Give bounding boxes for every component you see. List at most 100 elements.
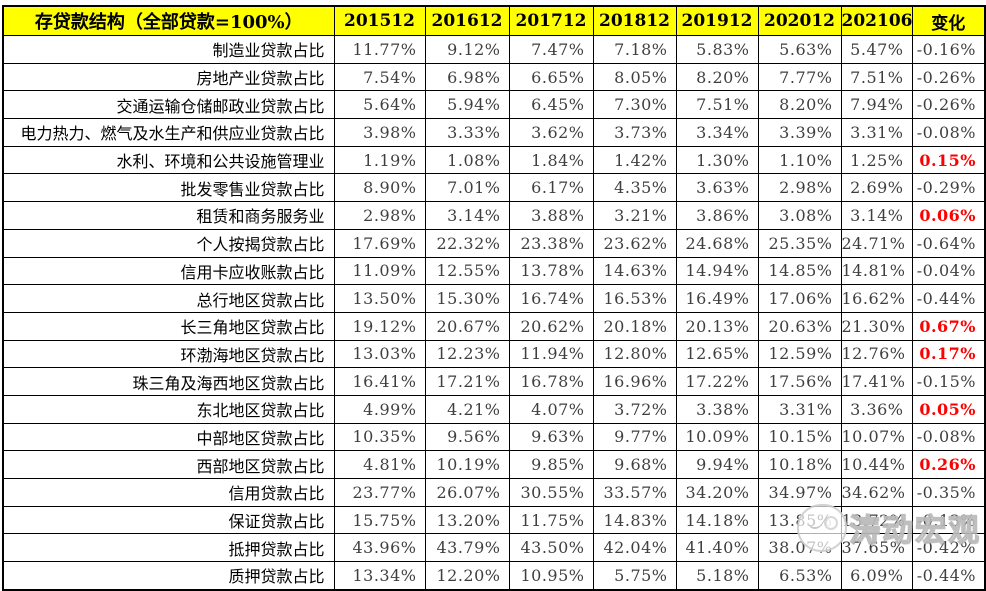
value-cell: 33.57%	[592, 478, 677, 507]
value-cell: 3.98%	[333, 118, 426, 147]
value-cell: 23.38%	[508, 228, 594, 258]
change-cell: -0.13%	[911, 505, 986, 535]
value-cell: 4.81%	[333, 450, 426, 479]
col-header-202012: 202012	[757, 5, 842, 36]
value-cell: 9.12%	[424, 35, 510, 64]
value-cell: 17.69%	[333, 228, 426, 258]
value-cell: 11.94%	[508, 339, 594, 369]
table-row: 长三角地区贷款占比 19.12% 20.67% 20.62% 20.18% 20.13% 2…	[2, 311, 986, 341]
value-cell: 9.77%	[592, 422, 677, 452]
value-cell: 41.40%	[675, 533, 759, 563]
value-cell: 13.34%	[333, 561, 426, 591]
change-cell: -0.26%	[911, 90, 986, 120]
value-cell: 10.95%	[508, 561, 594, 591]
value-cell: 13.72%	[840, 505, 913, 535]
value-cell: 3.34%	[675, 118, 759, 147]
table-row: 环渤海地区贷款占比 13.03% 12.23% 11.94% 12.80% 12.65% 1…	[2, 339, 986, 369]
row-label: 西部地区贷款占比	[2, 450, 335, 479]
value-cell: 4.21%	[424, 394, 510, 424]
value-cell: 20.13%	[675, 311, 759, 341]
value-cell: 2.98%	[333, 201, 426, 230]
loan-structure-table: 存贷款结构（全部贷款=100%） 201512 201612 201712 20…	[2, 5, 986, 591]
table-row: 批发零售业贷款占比 8.90% 7.01% 6.17% 4.35% 3.63% 2.98% 2…	[2, 173, 986, 203]
row-label: 制造业贷款占比	[2, 35, 335, 64]
col-header-change: 变化	[911, 5, 986, 36]
table-row: 中部地区贷款占比 10.35% 9.56% 9.63% 9.77% 10.09% 10.15…	[2, 422, 986, 452]
value-cell: 13.78%	[508, 256, 594, 286]
value-cell: 14.63%	[592, 256, 677, 286]
header-row: 存贷款结构（全部贷款=100%） 201512 201612 201712 20…	[2, 5, 986, 36]
change-cell: -0.35%	[911, 478, 986, 507]
value-cell: 1.30%	[675, 145, 759, 175]
value-cell: 3.63%	[675, 173, 759, 203]
table-row: 信用贷款占比 23.77% 26.07% 30.55% 33.57% 34.20% 34.9…	[2, 478, 986, 507]
value-cell: 7.94%	[840, 90, 913, 120]
value-cell: 3.14%	[840, 201, 913, 230]
value-cell: 3.36%	[840, 394, 913, 424]
value-cell: 16.96%	[592, 367, 677, 396]
value-cell: 43.96%	[333, 533, 426, 563]
value-cell: 5.63%	[757, 35, 842, 64]
value-cell: 8.90%	[333, 173, 426, 203]
col-header-201912: 201912	[675, 5, 759, 36]
value-cell: 8.05%	[592, 62, 677, 92]
value-cell: 20.67%	[424, 311, 510, 341]
value-cell: 5.83%	[675, 35, 759, 64]
col-header-201612: 201612	[424, 5, 510, 36]
value-cell: 12.80%	[592, 339, 677, 369]
value-cell: 24.71%	[840, 228, 913, 258]
value-cell: 11.77%	[333, 35, 426, 64]
value-cell: 20.63%	[757, 311, 842, 341]
value-cell: 15.30%	[424, 284, 510, 313]
value-cell: 11.75%	[508, 505, 594, 535]
value-cell: 10.15%	[757, 422, 842, 452]
value-cell: 6.09%	[840, 561, 913, 591]
value-cell: 9.63%	[508, 422, 594, 452]
row-label: 水利、环境和公共设施管理业	[2, 145, 335, 175]
row-label: 个人按揭贷款占比	[2, 228, 335, 258]
value-cell: 23.77%	[333, 478, 426, 507]
value-cell: 17.22%	[675, 367, 759, 396]
value-cell: 17.56%	[757, 367, 842, 396]
value-cell: 12.65%	[675, 339, 759, 369]
change-cell: -0.04%	[911, 256, 986, 286]
value-cell: 16.62%	[840, 284, 913, 313]
table-row: 个人按揭贷款占比 17.69% 22.32% 23.38% 23.62% 24.68% 25…	[2, 228, 986, 258]
value-cell: 14.94%	[675, 256, 759, 286]
value-cell: 8.20%	[675, 62, 759, 92]
change-cell: -0.26%	[911, 62, 986, 92]
change-cell: -0.44%	[911, 561, 986, 591]
change-cell: -0.64%	[911, 228, 986, 258]
value-cell: 6.45%	[508, 90, 594, 120]
value-cell: 9.56%	[424, 422, 510, 452]
table-title-cell: 存贷款结构（全部贷款=100%）	[2, 5, 335, 36]
row-label: 租赁和商务服务业	[2, 201, 335, 230]
value-cell: 17.41%	[840, 367, 913, 396]
value-cell: 12.76%	[840, 339, 913, 369]
change-cell: -0.16%	[911, 35, 986, 64]
value-cell: 12.23%	[424, 339, 510, 369]
table-row: 保证贷款占比 15.75% 13.20% 11.75% 14.83% 14.18% 13.8…	[2, 505, 986, 535]
value-cell: 22.32%	[424, 228, 510, 258]
value-cell: 13.20%	[424, 505, 510, 535]
value-cell: 14.83%	[592, 505, 677, 535]
value-cell: 14.81%	[840, 256, 913, 286]
value-cell: 43.79%	[424, 533, 510, 563]
change-cell: -0.15%	[911, 367, 986, 396]
value-cell: 14.85%	[757, 256, 842, 286]
col-header-201812: 201812	[592, 5, 677, 36]
value-cell: 3.88%	[508, 201, 594, 230]
value-cell: 1.19%	[333, 145, 426, 175]
value-cell: 34.62%	[840, 478, 913, 507]
value-cell: 10.35%	[333, 422, 426, 452]
change-cell: 0.67%	[911, 311, 986, 341]
value-cell: 16.49%	[675, 284, 759, 313]
value-cell: 7.51%	[840, 62, 913, 92]
value-cell: 25.35%	[757, 228, 842, 258]
value-cell: 30.55%	[508, 478, 594, 507]
value-cell: 8.20%	[757, 90, 842, 120]
row-label: 交通运输仓储邮政业贷款占比	[2, 90, 335, 120]
table-row: 电力热力、燃气及水生产和供应业贷款占比 3.98% 3.33% 3.62% 3.73% 3…	[2, 118, 986, 147]
row-label: 电力热力、燃气及水生产和供应业贷款占比	[2, 118, 335, 147]
value-cell: 12.20%	[424, 561, 510, 591]
